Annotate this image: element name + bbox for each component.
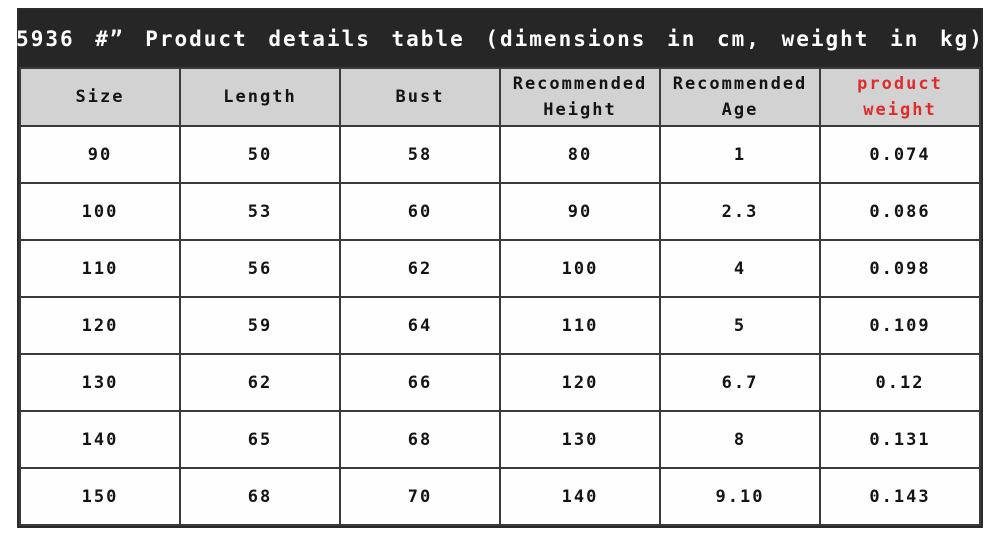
column-header-product-weight: product weight	[819, 67, 981, 127]
table-cell: 130	[499, 410, 661, 469]
table-row: 140 65 68 130 8 0.131	[19, 410, 981, 469]
table-cell: 9.10	[659, 467, 821, 526]
table-cell: 60	[339, 182, 501, 241]
table-cell: 0.143	[819, 467, 981, 526]
table-cell: 2.3	[659, 182, 821, 241]
table-cell: 120	[19, 296, 181, 355]
table-cell: 68	[179, 467, 341, 526]
table-cell: 70	[339, 467, 501, 526]
table-cell: 0.098	[819, 239, 981, 298]
table-cell: 62	[179, 353, 341, 412]
table-cell: 0.074	[819, 125, 981, 184]
table-cell: 6.7	[659, 353, 821, 412]
table-cell: 140	[19, 410, 181, 469]
table-cell: 56	[179, 239, 341, 298]
table-cell: 100	[19, 182, 181, 241]
table-cell: 4	[659, 239, 821, 298]
table-cell: 8	[659, 410, 821, 469]
product-details-sheet: 5936 #” Product details table (dimension…	[16, 8, 983, 528]
table-row: 150 68 70 140 9.10 0.143	[19, 467, 981, 526]
table-cell: 53	[179, 182, 341, 241]
table-row: 100 53 60 90 2.3 0.086	[19, 182, 981, 241]
column-header-recommended-age: Recommended Age	[659, 67, 821, 127]
table-cell: 130	[19, 353, 181, 412]
table-cell: 120	[499, 353, 661, 412]
header-row: Size Length Bust Recommended Height Reco…	[19, 67, 981, 127]
table-row: 110 56 62 100 4 0.098	[19, 239, 981, 298]
table-cell: 90	[19, 125, 181, 184]
table-title: 5936 #” Product details table (dimension…	[16, 10, 982, 67]
table-cell: 110	[499, 296, 661, 355]
table-cell: 59	[179, 296, 341, 355]
table-cell: 150	[19, 467, 181, 526]
table-row: 130 62 66 120 6.7 0.12	[19, 353, 981, 412]
table-cell: 68	[339, 410, 501, 469]
table-cell: 50	[179, 125, 341, 184]
table-cell: 65	[179, 410, 341, 469]
column-header-length: Length	[179, 67, 341, 127]
table-cell: 66	[339, 353, 501, 412]
table-body: 90 50 58 80 1 0.074 100 53 60 90 2.3 0.086 110 56 62 10…	[19, 125, 981, 526]
table-cell: 0.131	[819, 410, 981, 469]
table-cell: 0.12	[819, 353, 981, 412]
column-header-bust: Bust	[339, 67, 501, 127]
table-cell: 58	[339, 125, 501, 184]
table-cell: 110	[19, 239, 181, 298]
column-header-recommended-height: Recommended Height	[499, 67, 661, 127]
table-cell: 80	[499, 125, 661, 184]
table-cell: 0.109	[819, 296, 981, 355]
table-cell: 62	[339, 239, 501, 298]
table-cell: 90	[499, 182, 661, 241]
table-cell: 5	[659, 296, 821, 355]
table-cell: 140	[499, 467, 661, 526]
table-cell: 100	[499, 239, 661, 298]
column-header-size: Size	[19, 67, 181, 127]
size-chart-table: Size Length Bust Recommended Height Reco…	[19, 67, 981, 526]
table-cell: 0.086	[819, 182, 981, 241]
table-row: 90 50 58 80 1 0.074	[19, 125, 981, 184]
table-cell: 64	[339, 296, 501, 355]
table-cell: 1	[659, 125, 821, 184]
table-row: 120 59 64 110 5 0.109	[19, 296, 981, 355]
